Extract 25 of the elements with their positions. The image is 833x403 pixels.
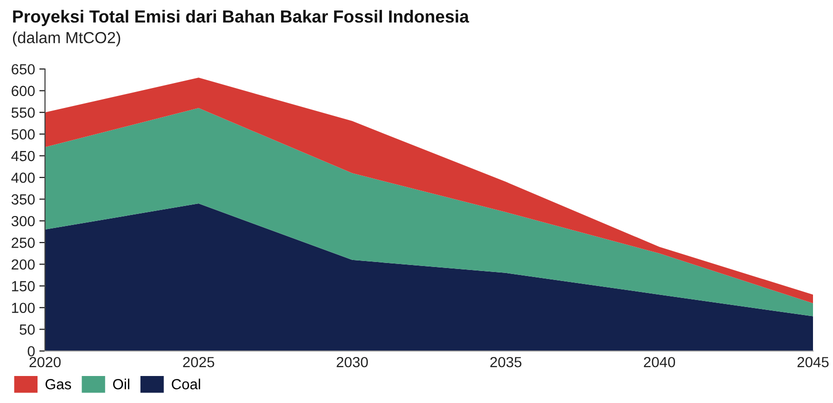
- y-tick-label: 200: [12, 259, 35, 270]
- y-tick-label: 500: [12, 129, 35, 140]
- legend-label: Gas: [46, 379, 72, 390]
- legend-label: Coal: [172, 378, 200, 390]
- x-tick-label: 2045: [798, 356, 829, 368]
- y-tick-label: 450: [11, 150, 35, 162]
- x-tick-label: 2030: [336, 356, 368, 368]
- y-tick-label: 300: [12, 216, 35, 226]
- legend-label: Oil: [113, 378, 130, 390]
- y-tick-label: 0: [28, 346, 35, 356]
- x-tick-label: 2020: [30, 356, 61, 368]
- y-tick-label: 600: [12, 86, 35, 96]
- x-tick-label: 2025: [183, 356, 214, 368]
- y-tick-label: 250: [12, 238, 35, 248]
- x-tick-label: 2035: [490, 356, 522, 368]
- chart-subtitle: (dalam MtCO2): [12, 32, 120, 46]
- y-tick-label: 50: [20, 324, 35, 335]
- y-tick-label: 550: [12, 107, 35, 118]
- y-tick-label: 650: [12, 64, 35, 74]
- y-tick-label: 400: [11, 172, 35, 183]
- y-tick-label: 100: [12, 302, 35, 314]
- y-tick-label: 350: [12, 194, 35, 205]
- y-tick-label: 150: [12, 281, 35, 292]
- x-tick-label: 2040: [644, 356, 676, 368]
- chart-title: Proyeksi Total Emisi dari Bahan Bakar Fossil Indonesia: [13, 10, 470, 26]
